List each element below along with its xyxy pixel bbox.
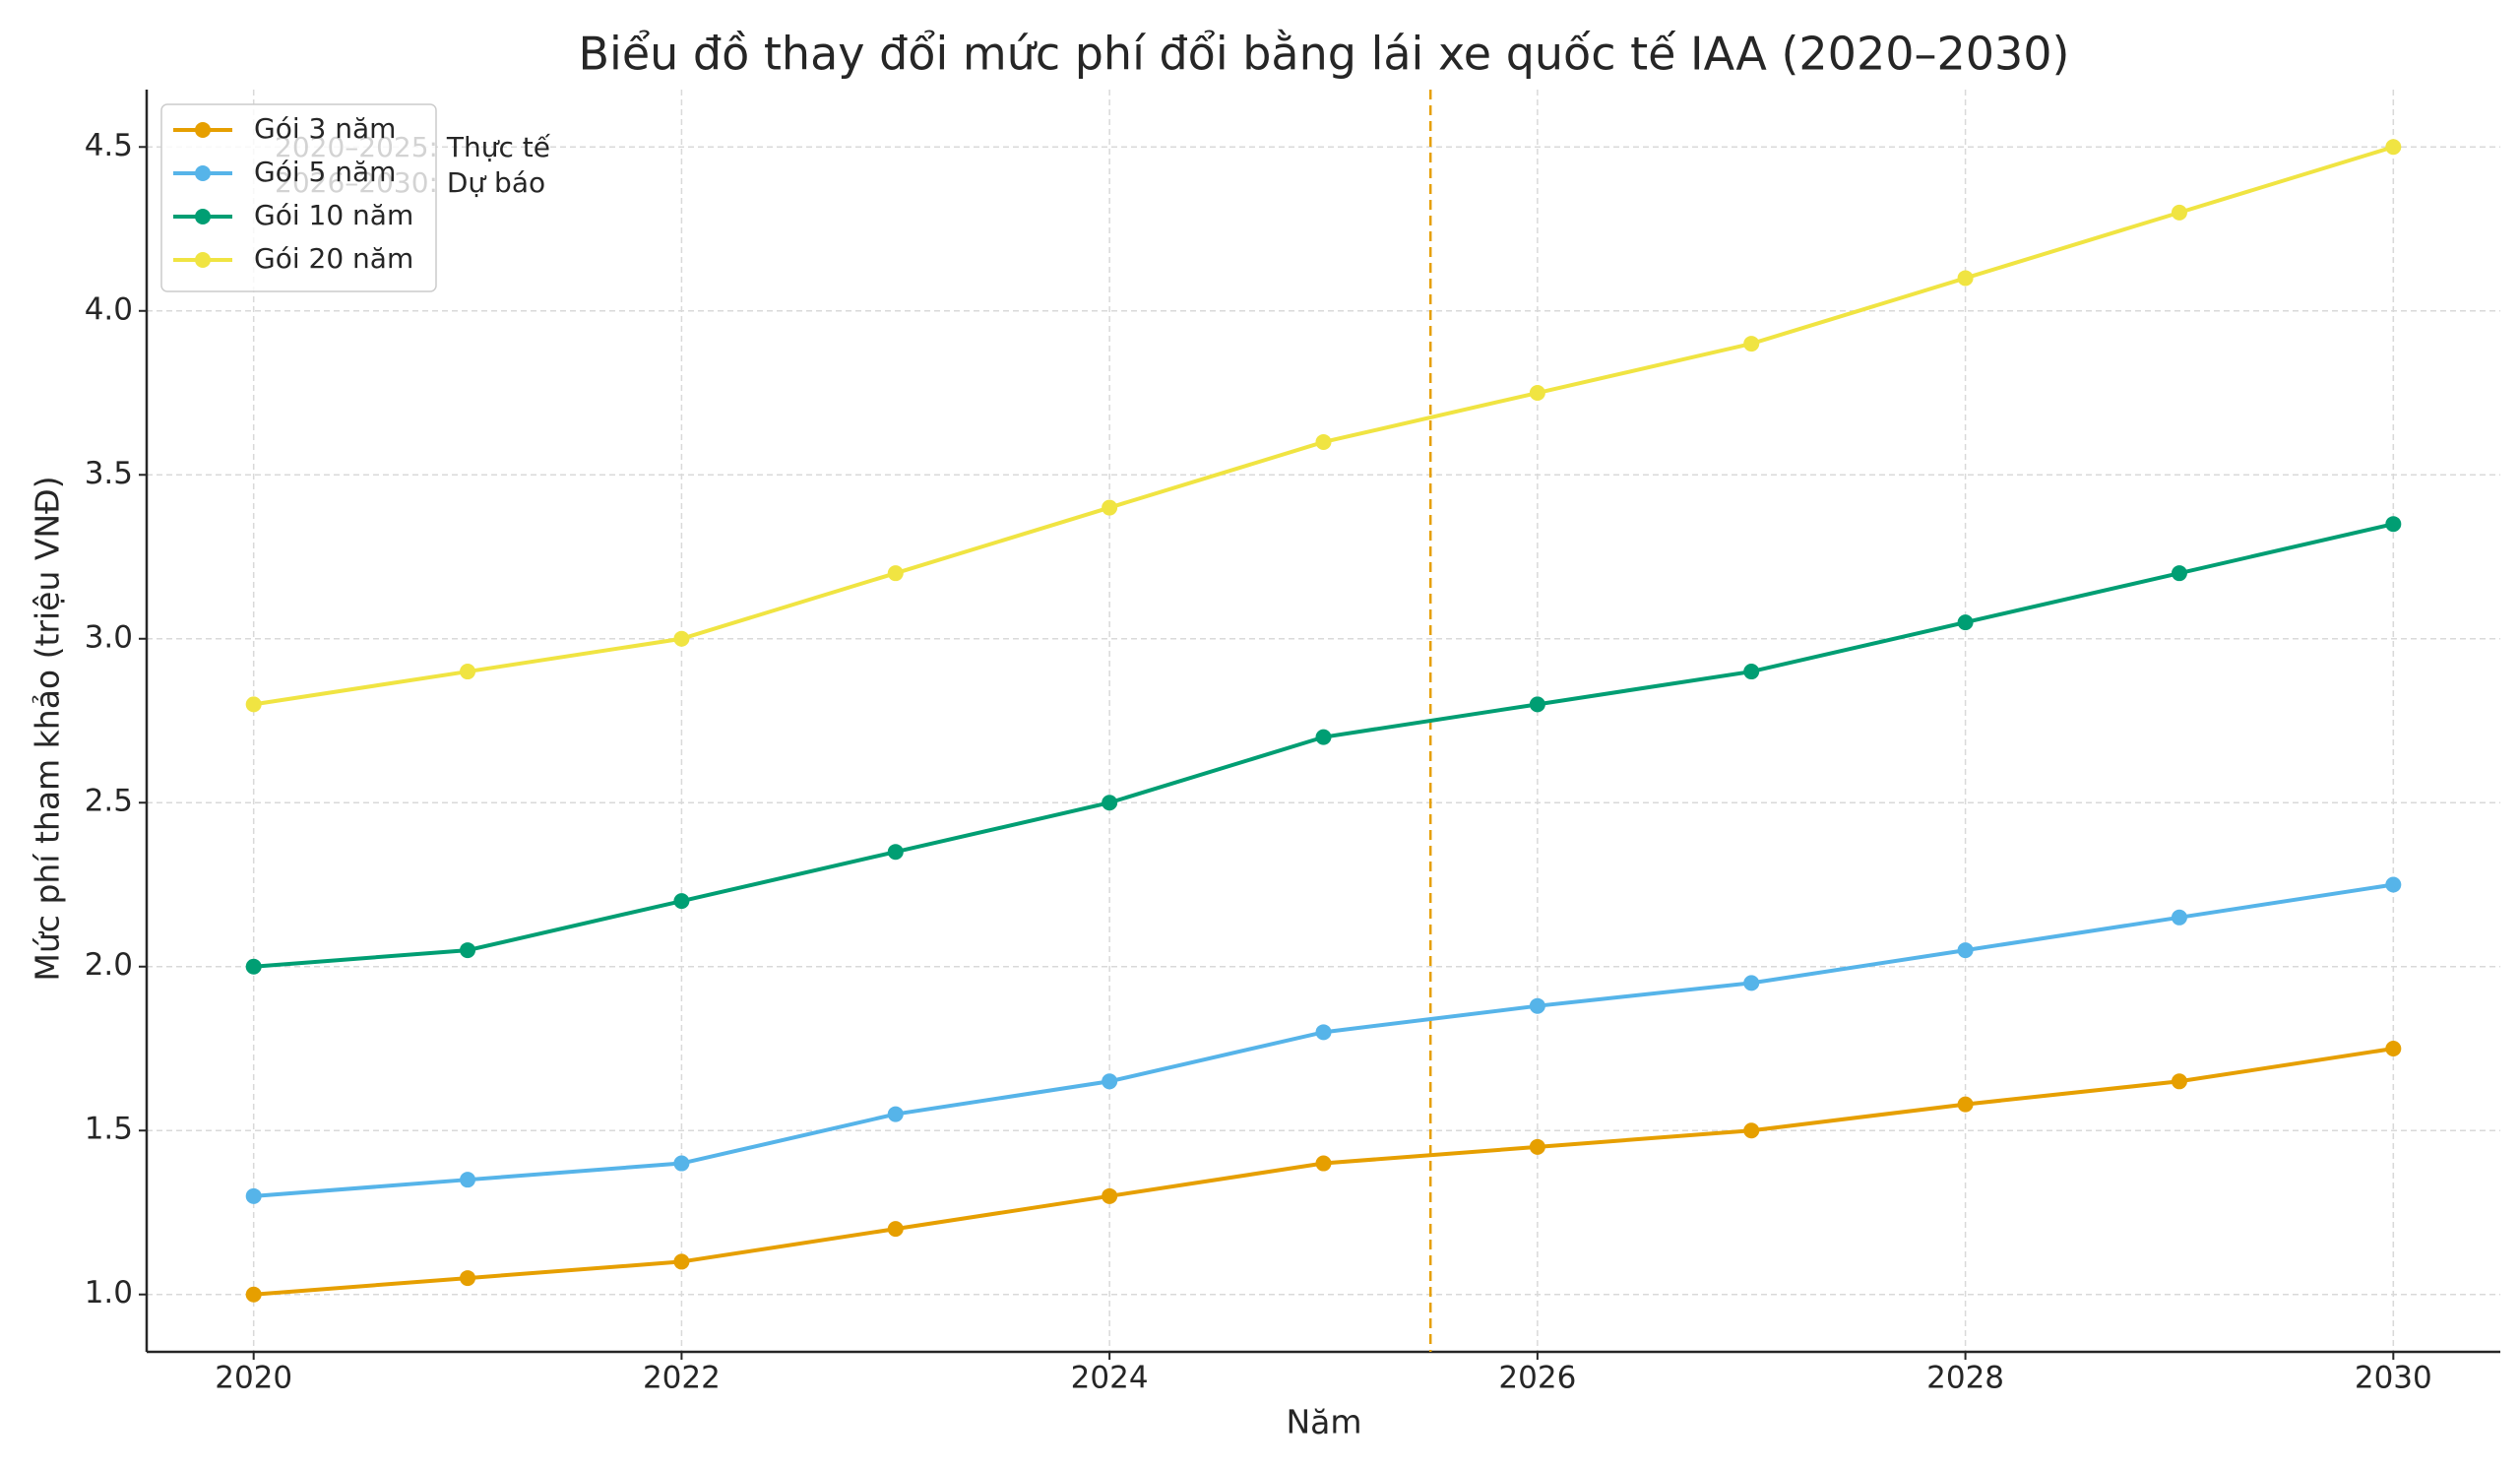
y-tick-label: 4.0 <box>85 291 133 327</box>
legend-box <box>160 103 437 292</box>
data-point <box>673 893 690 910</box>
data-point <box>2171 565 2187 582</box>
series-line <box>253 522 2394 969</box>
series-line <box>253 145 2394 707</box>
data-point <box>673 1253 690 1270</box>
data-point <box>1529 997 1545 1014</box>
data-point <box>673 1155 690 1172</box>
data-point <box>1315 1155 1332 1172</box>
data-point <box>2385 876 2402 893</box>
legend-label: Gói 3 năm <box>254 112 396 145</box>
data-point <box>460 1172 476 1188</box>
data-point <box>1529 1138 1545 1155</box>
data-point <box>1957 270 1974 287</box>
x-tick-label: 2030 <box>2355 1361 2432 1396</box>
legend-label: Gói 5 năm <box>254 156 396 188</box>
legend-label: Gói 10 năm <box>254 199 413 231</box>
data-point <box>1315 1024 1332 1041</box>
y-tick-label: 1.0 <box>85 1275 133 1310</box>
data-point <box>1743 336 1760 352</box>
x-tick-label: 2026 <box>1498 1361 1576 1396</box>
y-tick-label: 1.5 <box>85 1112 133 1147</box>
data-point <box>2171 909 2187 926</box>
data-point <box>1743 664 1760 680</box>
data-point <box>2385 139 2402 156</box>
data-point <box>1743 975 1760 991</box>
series-line <box>253 882 2394 1198</box>
x-axis-label: Năm <box>1286 1403 1361 1441</box>
chart-title: Biểu đồ thay đổi mức phí đổi bằng lái xe… <box>579 28 2070 81</box>
y-tick-label: 2.5 <box>85 784 133 819</box>
data-point <box>245 696 262 713</box>
x-tick-label: 2020 <box>215 1361 292 1396</box>
data-point <box>245 1286 262 1303</box>
data-point <box>1957 942 1974 959</box>
y-tick-label: 2.0 <box>85 947 133 983</box>
data-point <box>245 958 262 975</box>
legend-marker <box>195 165 211 181</box>
data-point <box>460 942 476 959</box>
x-tick-label: 2022 <box>643 1361 721 1396</box>
legend-marker <box>195 252 211 268</box>
legend-marker <box>195 209 211 224</box>
data-point <box>1957 614 1974 631</box>
data-point <box>1315 433 1332 450</box>
data-point <box>1102 1073 1118 1090</box>
y-tick-label: 4.5 <box>85 128 133 163</box>
data-point <box>245 1187 262 1204</box>
data-point <box>1529 385 1545 402</box>
legend-marker <box>195 122 211 138</box>
data-point <box>1315 729 1332 745</box>
x-tick-label: 2024 <box>1071 1361 1149 1396</box>
data-point <box>1957 1096 1974 1113</box>
data-point <box>1102 1187 1118 1204</box>
data-point <box>460 1270 476 1287</box>
y-axis-label: Mức phí tham khảo (triệu VNĐ) <box>29 476 67 981</box>
y-tick-label: 3.0 <box>85 619 133 655</box>
data-point <box>460 664 476 680</box>
legend-label: Gói 20 năm <box>254 242 413 275</box>
data-point <box>887 1221 904 1238</box>
data-point <box>887 565 904 582</box>
x-tick-label: 2028 <box>1926 1361 2004 1396</box>
data-point <box>2171 204 2187 221</box>
data-point <box>2385 516 2402 533</box>
data-point <box>887 1106 904 1122</box>
data-point <box>2171 1073 2187 1090</box>
data-point <box>1743 1122 1760 1139</box>
data-point <box>1102 499 1118 516</box>
data-point <box>1529 696 1545 713</box>
data-point <box>673 630 690 647</box>
data-point <box>1102 795 1118 811</box>
legend: Gói 3 năm Gói 5 năm Gói 10 năm Gói 20 năm <box>160 103 437 292</box>
y-tick-label: 3.5 <box>85 456 133 491</box>
data-point <box>887 844 904 861</box>
data-point <box>2385 1040 2402 1056</box>
